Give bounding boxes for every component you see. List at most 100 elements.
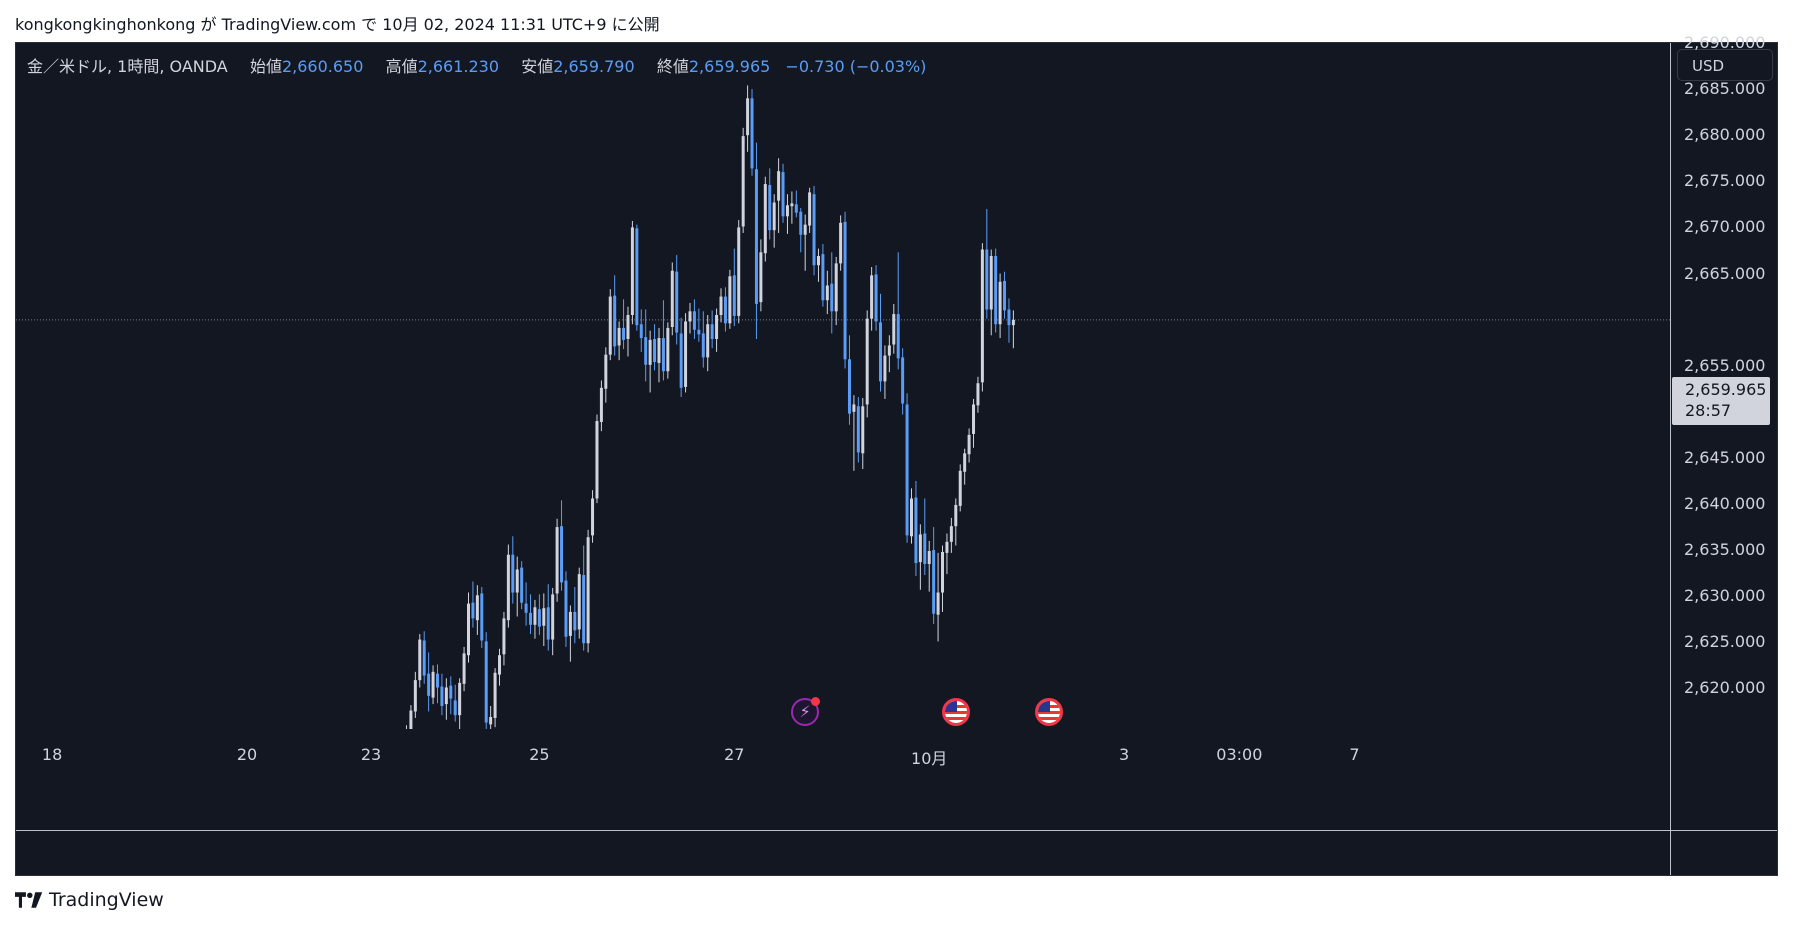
candle-up <box>551 594 555 640</box>
candle-up <box>777 171 781 201</box>
candle-down <box>511 554 515 593</box>
flag-stripe <box>944 711 967 714</box>
candle-up <box>927 551 931 564</box>
candle-up <box>498 655 502 675</box>
candle-up <box>493 672 497 718</box>
candle-up <box>418 639 422 681</box>
candle-down <box>564 580 568 637</box>
price-tick-label: 2,655.000 <box>1684 355 1766 375</box>
legend-high-value: 2,661.230 <box>417 57 500 76</box>
candle-down <box>679 333 683 388</box>
candle-up <box>533 607 537 625</box>
time-tick-label: 18 <box>41 745 63 764</box>
candle-down <box>471 602 475 619</box>
candle-up <box>568 611 572 636</box>
legend-low-label: 安値 <box>521 57 554 76</box>
time-tick-label: 7 <box>1349 745 1360 764</box>
candle-up <box>808 192 812 226</box>
candle-up <box>941 551 945 593</box>
candle-up <box>772 202 776 231</box>
candle-up <box>958 470 962 506</box>
candle-down <box>932 550 936 614</box>
candle-up <box>949 526 953 542</box>
candle-down <box>440 686 444 706</box>
candle-down <box>710 324 714 339</box>
time-tick-label: 25 <box>529 745 550 764</box>
candle-up <box>502 618 506 655</box>
candle-down <box>874 274 878 322</box>
price-tick-label: 2,620.000 <box>1684 678 1766 698</box>
candle-up <box>666 327 670 372</box>
price-tick-label: 2,680.000 <box>1684 125 1766 145</box>
candle-down <box>573 611 577 631</box>
candle-down <box>923 533 927 564</box>
candle-up <box>542 608 546 626</box>
legend-open-label: 始値 <box>249 57 282 76</box>
price-tick-label: 2,635.000 <box>1684 540 1766 560</box>
currency-button[interactable]: USD <box>1677 49 1773 81</box>
us-flag-icon[interactable] <box>1034 698 1063 726</box>
candle-down <box>768 184 772 231</box>
lightning-icon[interactable]: ⚡ <box>791 697 821 726</box>
candle-down <box>847 359 851 414</box>
candle-down <box>653 338 657 363</box>
legend-close-label: 終値 <box>656 57 689 76</box>
price-tick-label: 2,670.000 <box>1684 217 1766 237</box>
candle-up <box>1011 319 1015 326</box>
time-tick-label: 27 <box>724 745 745 764</box>
candle-down <box>582 575 586 644</box>
time-tick-label: 20 <box>236 745 258 764</box>
candle-up <box>608 296 612 355</box>
candle-up <box>737 227 741 316</box>
candle-down <box>1007 309 1011 326</box>
candle-up <box>816 255 820 266</box>
candle-up <box>489 717 493 725</box>
candle-up <box>825 285 829 301</box>
us-flag-icon[interactable] <box>941 698 970 726</box>
time-tick-label: 03:00 <box>1216 745 1263 764</box>
candle-up <box>972 404 976 434</box>
candle-up <box>989 255 993 310</box>
legend-symbol: 金／米ドル, 1時間, OANDA <box>27 57 228 76</box>
candle-up <box>591 498 595 536</box>
candle-up <box>980 249 984 383</box>
candle-up <box>458 682 462 716</box>
candle-up <box>839 222 843 264</box>
candle-down <box>821 254 825 301</box>
candle-up <box>741 136 745 227</box>
candle-up <box>444 687 448 705</box>
candle-down <box>480 593 484 641</box>
candle-up <box>790 203 794 207</box>
chart-frame[interactable]: 金／米ドル, 1時間, OANDA 始値2,660.650 高値2,661.23… <box>15 33 1778 876</box>
candle-up <box>936 592 940 615</box>
candle-up <box>409 710 413 729</box>
candle-up <box>657 338 661 363</box>
candle-up <box>599 387 603 422</box>
candle-up <box>887 345 891 356</box>
candle-up <box>746 98 750 136</box>
candle-down <box>484 641 488 723</box>
time-axis-separator <box>16 830 1777 831</box>
candle-up <box>706 324 710 358</box>
legend-change: −0.730 (−0.03%) <box>785 57 927 76</box>
tradingview-logo[interactable]: TradingView <box>15 889 164 911</box>
candlestick-chart[interactable] <box>16 43 1777 875</box>
candle-down <box>435 673 439 688</box>
price-tick-label: 2,665.000 <box>1684 263 1766 283</box>
candle-down <box>524 603 528 613</box>
candle-up <box>626 315 630 339</box>
candle-down <box>697 329 701 335</box>
candle-up <box>555 527 559 594</box>
candle-up <box>577 574 581 630</box>
candle-up <box>834 263 838 312</box>
legend-low-value: 2,659.790 <box>553 57 635 76</box>
candle-down <box>754 169 758 304</box>
candle-up <box>475 595 479 621</box>
candle-down <box>994 255 998 325</box>
bar-countdown: 28:57 <box>1685 401 1732 420</box>
candle-up <box>852 404 856 412</box>
flag-stripe <box>1037 717 1060 720</box>
candle-down <box>560 526 564 583</box>
candle-up <box>759 252 763 303</box>
candle-up <box>413 680 417 712</box>
